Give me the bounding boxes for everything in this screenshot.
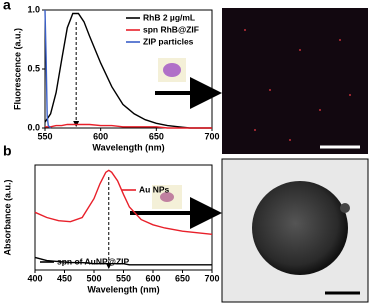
x-axis-label: Wavelength (nm) <box>92 142 164 152</box>
x-tick-label: 700 <box>204 273 219 283</box>
y-tick-label: 1.0 <box>27 4 40 14</box>
x-tick-label: 500 <box>86 273 101 283</box>
y-tick-label: 0.0 <box>27 122 40 132</box>
x-tick-label: 650 <box>149 131 164 141</box>
legend-label: spn RhB@ZIF <box>143 24 199 34</box>
x-tick-label: 600 <box>145 273 160 283</box>
series-line <box>34 256 212 266</box>
y-axis-label: Fluorescence (a.u.) <box>12 28 22 110</box>
x-tick-label: 650 <box>175 273 190 283</box>
series-line <box>44 9 52 129</box>
panel-label: a <box>3 0 11 13</box>
x-tick-label: 400 <box>27 273 42 283</box>
x-tick-label: 700 <box>204 131 219 141</box>
legend-label: ZIP particles <box>143 36 194 46</box>
fluorescence-image <box>222 8 368 154</box>
legend-label: RhB 2 µg/mL <box>143 12 195 22</box>
legend-label: Au NPs <box>139 184 170 194</box>
x-tick-label: 600 <box>93 131 108 141</box>
series-line <box>34 169 213 235</box>
panel-label: b <box>3 143 12 159</box>
series-line <box>44 12 212 129</box>
tem-fragment <box>340 203 350 213</box>
y-tick-label: 0.5 <box>27 63 40 73</box>
legend-label: spn of AuNP@ZIP <box>57 256 130 266</box>
tem-particle <box>252 181 348 275</box>
x-axis-label: Wavelength (nm) <box>87 284 159 294</box>
plot-frame <box>34 164 213 271</box>
inset-blob <box>163 63 181 77</box>
x-tick-label: 450 <box>57 273 72 283</box>
series-line <box>45 123 212 129</box>
inset-blob <box>160 192 174 202</box>
x-tick-label: 550 <box>116 273 131 283</box>
y-axis-label: Absorbance (a.u.) <box>2 179 12 255</box>
fluorescence-dots <box>244 29 351 141</box>
x-tick-label: 550 <box>37 131 52 141</box>
